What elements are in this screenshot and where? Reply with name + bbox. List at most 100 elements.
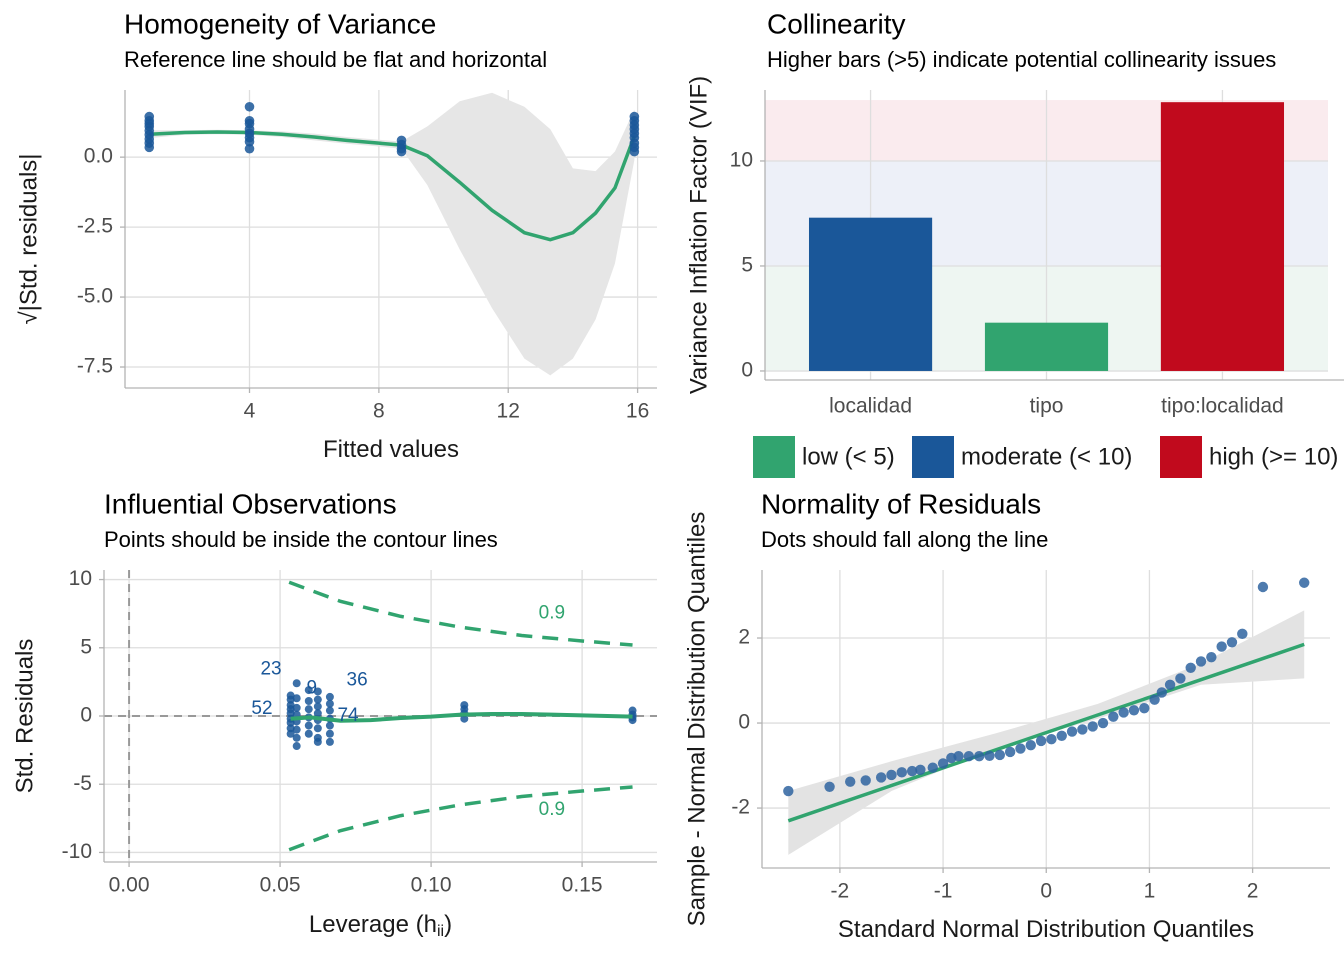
x-axis-title-part: Fitted values: [323, 436, 459, 463]
point: [994, 749, 1006, 761]
point: [1257, 581, 1269, 593]
x-tick-label: 0.15: [562, 874, 603, 897]
chart-title: Collinearity: [767, 8, 906, 39]
point: [1139, 702, 1150, 714]
confidence-band: [149, 92, 635, 376]
x-axis-title-part: Standard Normal Distribution Quantiles: [838, 916, 1254, 943]
point: [1118, 707, 1129, 718]
fit-line: [787, 642, 1305, 823]
point-label: 52: [251, 698, 272, 719]
point: [1206, 651, 1217, 663]
point: [1164, 679, 1176, 690]
point: [1185, 662, 1196, 673]
point: [1015, 743, 1026, 754]
x-tick-label: 0.10: [411, 874, 452, 897]
legend-label: low (< 5): [802, 443, 895, 470]
point: [886, 769, 897, 781]
x-tick-label: 4: [244, 400, 256, 423]
x-axis-title-part: ii: [437, 923, 444, 940]
y-axis-title: Sample - Normal Distribution Quantiles: [683, 512, 710, 927]
x-tick-label: 8: [373, 400, 385, 423]
point: [1077, 724, 1088, 735]
plot-area: [783, 577, 1310, 855]
point: [629, 146, 640, 157]
point: [875, 772, 887, 783]
chart-title: Normality of Residuals: [761, 488, 1041, 519]
bar: [808, 217, 933, 371]
point: [325, 729, 334, 738]
y-axis-title: Variance Inflation Factor (VIF): [685, 76, 712, 394]
chart-subtitle: Reference line should be flat and horizo…: [124, 47, 547, 72]
legend-swatch: [753, 436, 795, 478]
point: [984, 750, 995, 761]
point: [1108, 711, 1119, 722]
y-tick-label: 10: [69, 567, 92, 590]
point: [1066, 726, 1078, 737]
point: [292, 733, 301, 742]
point: [313, 695, 322, 704]
x-tick-label: -1: [934, 880, 953, 903]
point: [845, 776, 856, 787]
point: [292, 679, 301, 688]
legend-swatch: [1160, 436, 1202, 478]
point: [244, 101, 255, 112]
point: [304, 729, 313, 738]
x-axis-title-part: ): [444, 911, 452, 938]
point: [963, 750, 975, 762]
chart-subtitle: Dots should fall along the line: [761, 527, 1048, 552]
point: [304, 686, 313, 695]
y-tick-label: -2.5: [77, 215, 113, 238]
point: [292, 742, 301, 751]
point: [396, 146, 407, 157]
chart-title: Influential Observations: [104, 488, 397, 519]
point: [1097, 717, 1109, 729]
point: [1004, 746, 1016, 758]
x-tick-label: 1: [1144, 880, 1156, 903]
y-tick-label: 2: [738, 626, 750, 649]
point: [1149, 694, 1160, 705]
point: [325, 737, 334, 746]
point: [144, 142, 155, 153]
point: [304, 721, 313, 730]
x-tick-label: tipo:localidad: [1161, 395, 1284, 418]
point: [325, 692, 334, 701]
point: [1299, 577, 1310, 588]
legend-label: high (>= 10): [1209, 443, 1338, 470]
y-tick-label: 0: [738, 711, 750, 734]
point: [1237, 628, 1248, 639]
x-tick-label: 12: [497, 400, 520, 423]
point: [1156, 687, 1168, 698]
y-tick-label: 0: [741, 359, 753, 382]
fit-line: [290, 711, 633, 723]
plot-area: [765, 90, 1328, 380]
x-axis-title: Fitted values: [323, 436, 459, 463]
point: [313, 737, 322, 746]
point: [313, 709, 322, 718]
y-tick-label: 0.0: [84, 145, 113, 168]
point: [783, 785, 794, 797]
x-tick-label: localidad: [829, 395, 912, 418]
point: [325, 699, 334, 708]
point: [915, 764, 926, 776]
y-tick-label: 0: [80, 704, 92, 727]
point: [906, 765, 918, 777]
point: [973, 750, 985, 762]
contour-label: 0.9: [539, 799, 565, 820]
point: [1226, 637, 1238, 648]
point: [824, 781, 835, 793]
contour-line: [288, 580, 633, 647]
x-axis-title-part: Leverage (h: [309, 911, 437, 938]
x-tick-label: 0.05: [260, 874, 301, 897]
panel: Homogeneity of Variance Reference line sh…: [15, 8, 657, 463]
panel: Normality of Residuals Dots should fall a…: [683, 488, 1330, 943]
x-axis-title: Standard Normal Distribution Quantiles: [838, 916, 1254, 943]
legend-label: moderate (< 10): [961, 443, 1132, 470]
chart-subtitle: Points should be inside the contour line…: [104, 527, 498, 552]
point: [860, 775, 871, 786]
panel: Influential Observations Points should be…: [11, 488, 657, 940]
point: [1175, 673, 1186, 684]
point: [1056, 730, 1067, 741]
y-tick-label: 5: [80, 635, 92, 658]
